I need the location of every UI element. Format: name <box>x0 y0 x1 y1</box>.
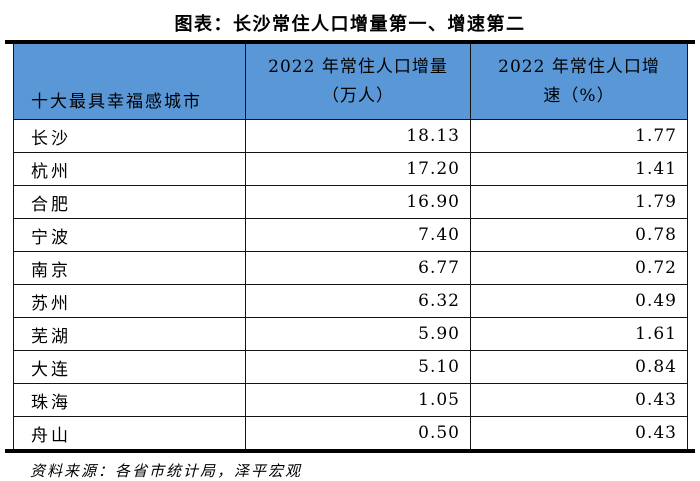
header-increment-line1: 2022 年常住人口增量 <box>268 56 448 77</box>
growth-cell: 1.79 <box>470 185 688 219</box>
table-row: 杭州 17.20 1.41 <box>13 152 688 186</box>
population-table: 十大最具幸福感城市 2022 年常住人口增量 （万人） 2022 年常住人口增 … <box>13 44 688 449</box>
table-row: 南京 6.77 0.72 <box>13 251 688 285</box>
table-row: 芜湖 5.90 1.61 <box>13 317 688 351</box>
increment-cell: 0.50 <box>245 416 471 449</box>
table-row: 大连 5.10 0.84 <box>13 350 688 384</box>
header-increment: 2022 年常住人口增量 （万人） <box>245 44 471 120</box>
increment-cell: 18.13 <box>245 119 471 153</box>
growth-cell: 0.84 <box>470 350 688 384</box>
increment-cell: 6.77 <box>245 251 471 285</box>
table-row: 珠海 1.05 0.43 <box>13 383 688 417</box>
growth-cell: 0.43 <box>470 416 688 449</box>
growth-cell: 0.78 <box>470 218 688 252</box>
growth-cell: 0.43 <box>470 383 688 417</box>
table-row: 舟山 0.50 0.43 <box>13 416 688 449</box>
table-row: 长沙 18.13 1.77 <box>13 119 688 153</box>
header-growth: 2022 年常住人口增 速（%） <box>470 44 688 120</box>
page-title: 图表：长沙常住人口增量第一、增速第二 <box>174 14 526 35</box>
header-growth-line2: 速（%） <box>543 85 615 106</box>
header-increment-line2: （万人） <box>322 85 394 106</box>
increment-cell: 17.20 <box>245 152 471 186</box>
increment-cell: 1.05 <box>245 383 471 417</box>
city-cell: 南京 <box>13 251 246 285</box>
city-cell: 合肥 <box>13 185 246 219</box>
increment-cell: 6.32 <box>245 284 471 318</box>
city-cell: 宁波 <box>13 218 246 252</box>
growth-cell: 0.72 <box>470 251 688 285</box>
city-cell: 芜湖 <box>13 317 246 351</box>
city-cell: 长沙 <box>13 119 246 153</box>
growth-cell: 1.77 <box>470 119 688 153</box>
top-rule-divider <box>5 40 695 44</box>
growth-cell: 1.41 <box>470 152 688 186</box>
header-cities: 十大最具幸福感城市 <box>13 44 246 120</box>
growth-cell: 1.61 <box>470 317 688 351</box>
source-note: 资料来源：各省市统计局，泽平宏观 <box>30 462 303 480</box>
city-cell: 苏州 <box>13 284 246 318</box>
table-row: 苏州 6.32 0.49 <box>13 284 688 318</box>
increment-cell: 16.90 <box>245 185 471 219</box>
increment-cell: 5.90 <box>245 317 471 351</box>
header-growth-line1: 2022 年常住人口增 <box>498 56 660 77</box>
city-cell: 大连 <box>13 350 246 384</box>
growth-cell: 0.49 <box>470 284 688 318</box>
city-cell: 舟山 <box>13 416 246 449</box>
table-header-row: 十大最具幸福感城市 2022 年常住人口增量 （万人） 2022 年常住人口增 … <box>13 44 688 120</box>
table-row: 宁波 7.40 0.78 <box>13 218 688 252</box>
table-row: 合肥 16.90 1.79 <box>13 185 688 219</box>
city-cell: 杭州 <box>13 152 246 186</box>
city-cell: 珠海 <box>13 383 246 417</box>
bottom-rule-divider <box>5 449 695 453</box>
increment-cell: 5.10 <box>245 350 471 384</box>
increment-cell: 7.40 <box>245 218 471 252</box>
